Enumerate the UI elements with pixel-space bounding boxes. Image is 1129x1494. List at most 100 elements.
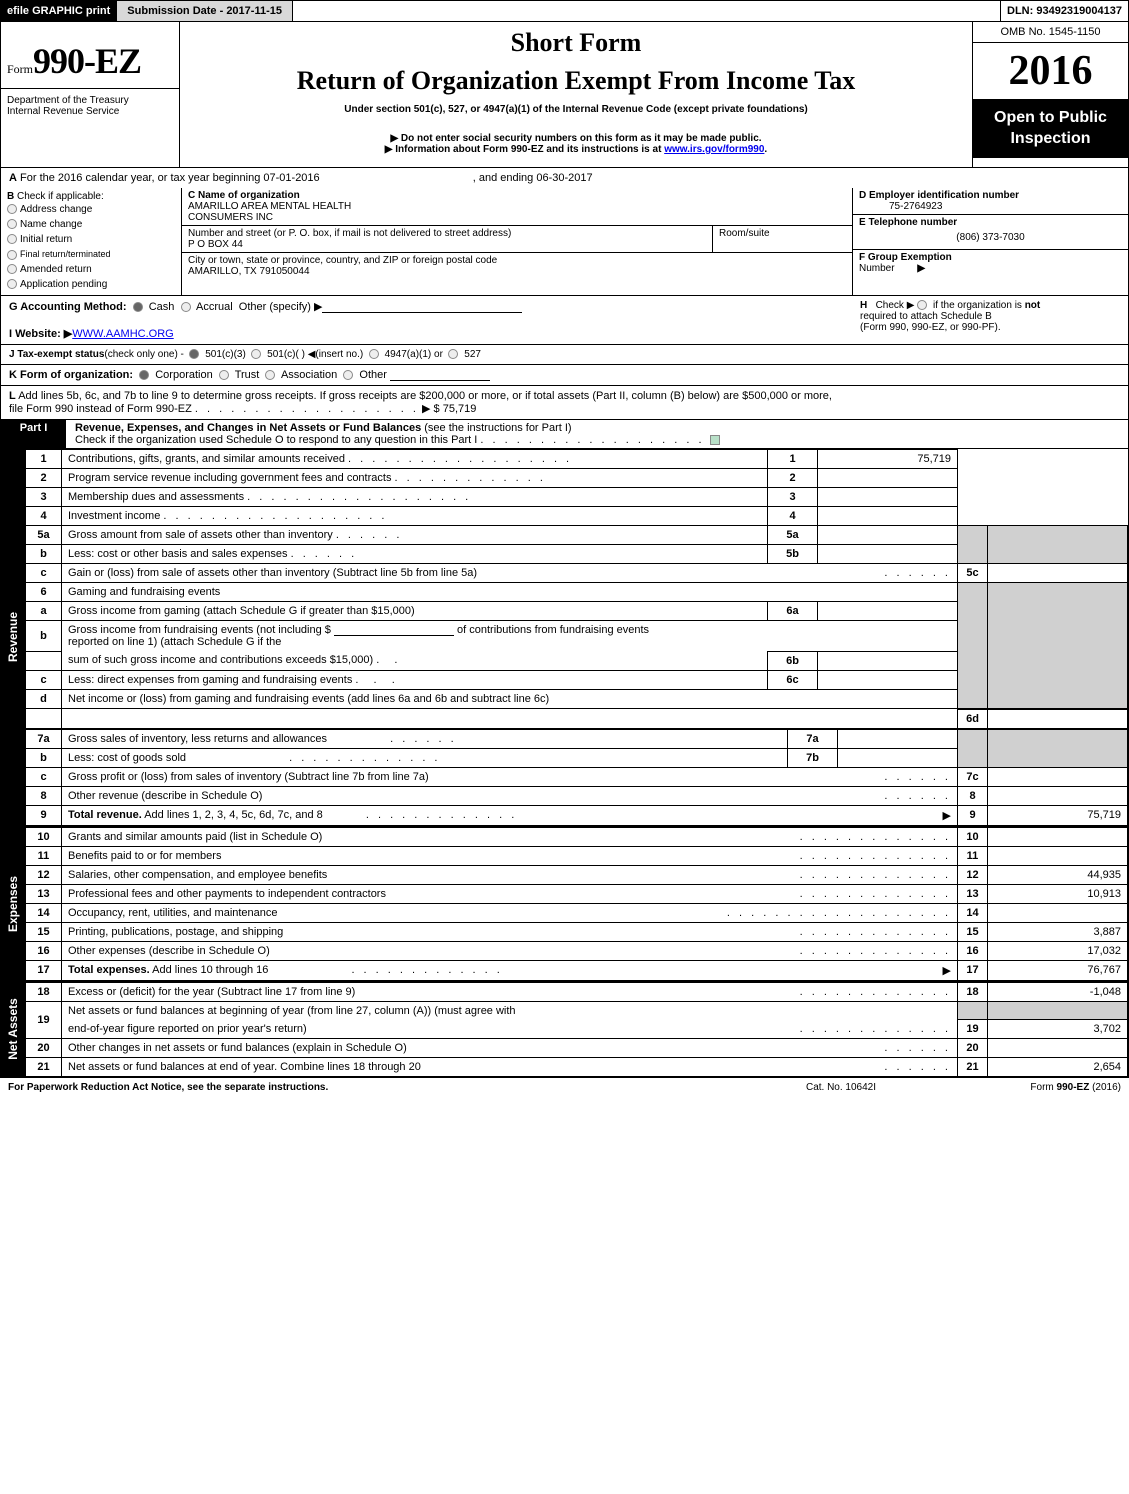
- e-label: E Telephone number: [859, 217, 957, 228]
- revenue-table-2: 6d: [25, 709, 1128, 729]
- row-6: 6Gaming and fundraising events: [26, 582, 1128, 601]
- radio-amended-return[interactable]: [7, 264, 17, 274]
- omb-number: OMB No. 1545-1150: [973, 22, 1128, 43]
- org-name-1: AMARILLO AREA MENTAL HEALTH: [188, 201, 351, 212]
- l-dots: . . . . . . . . . . . . . . . . . . .: [195, 403, 419, 415]
- section-c: C Name of organization AMARILLO AREA MEN…: [181, 188, 852, 295]
- addr-val: P O BOX 44: [188, 239, 243, 250]
- opt-app-pending: Application pending: [20, 279, 107, 290]
- radio-assoc[interactable]: [265, 370, 275, 380]
- radio-501c[interactable]: [251, 349, 261, 359]
- j-o4: 527: [464, 349, 481, 360]
- expenses-side-text: Expenses: [6, 876, 20, 932]
- f-label: F Group Exemption: [859, 252, 952, 263]
- phone-val: (806) 373-7030: [859, 228, 1122, 247]
- radio-cash[interactable]: [133, 302, 143, 312]
- radio-527[interactable]: [448, 349, 458, 359]
- opt-amended-return: Amended return: [20, 264, 92, 275]
- ln1-ncol: 1: [768, 449, 818, 468]
- line-a-ending: , and ending 06-30-2017: [473, 172, 593, 184]
- radio-final-return[interactable]: [7, 250, 17, 260]
- revenue-table-3: 7aGross sales of inventory, less returns…: [25, 729, 1128, 826]
- ln1-val: 75,719: [818, 449, 958, 468]
- row-11: 11Benefits paid to or for members . . . …: [26, 846, 1128, 865]
- row-3: 3Membership dues and assessments . . . .…: [26, 487, 1128, 506]
- row-19a: 19Net assets or fund balances at beginni…: [26, 1001, 1128, 1020]
- section-b: B Check if applicable: Address change Na…: [1, 188, 181, 295]
- row-7c: cGross profit or (loss) from sales of in…: [26, 767, 1128, 786]
- radio-h-check[interactable]: [917, 300, 927, 310]
- radio-trust[interactable]: [219, 370, 229, 380]
- revenue-side-label: Revenue: [1, 449, 25, 826]
- short-form-title: Short Form: [186, 28, 966, 58]
- expenses-table: 10Grants and similar amounts paid (list …: [25, 827, 1128, 981]
- dept-line-2: Internal Revenue Service: [7, 106, 173, 117]
- website-link[interactable]: WWW.AAMHC.ORG: [72, 328, 173, 340]
- footer-center: Cat. No. 10642I: [741, 1082, 941, 1093]
- line-a-text: For the 2016 calendar year, or tax year …: [20, 172, 320, 184]
- section-bcdef: B Check if applicable: Address change Na…: [0, 188, 1129, 296]
- row-13: 13Professional fees and other payments t…: [26, 884, 1128, 903]
- info-prefix: ▶ Information about Form 990-EZ and its …: [385, 144, 664, 155]
- j-sub: (check only one) -: [104, 349, 183, 360]
- footer-right-pre: Form: [1030, 1082, 1056, 1093]
- revenue-table: 1Contributions, gifts, grants, and simil…: [25, 449, 1128, 709]
- opt-name-change: Name change: [20, 219, 82, 230]
- radio-corp[interactable]: [139, 370, 149, 380]
- open-to-public: Open to Public Inspection: [973, 100, 1128, 158]
- j-o1: 501(c)(3): [205, 349, 246, 360]
- radio-other-org[interactable]: [343, 370, 353, 380]
- form-header: Form990-EZ Department of the Treasury In…: [0, 22, 1129, 167]
- i-label: I Website: ▶: [9, 328, 72, 340]
- radio-initial-return[interactable]: [7, 234, 17, 244]
- line-a-prefix: A: [9, 172, 17, 184]
- top-strip: efile GRAPHIC print Submission Date - 20…: [0, 0, 1129, 22]
- revenue-side-text: Revenue: [6, 612, 20, 662]
- k-corp: Corporation: [155, 369, 212, 381]
- h-text2: if the organization is: [933, 300, 1022, 311]
- irs-link[interactable]: www.irs.gov/form990: [664, 144, 764, 155]
- l-arrow: ▶: [422, 403, 430, 415]
- part-1-title: Revenue, Expenses, and Changes in Net As…: [67, 420, 1128, 448]
- row-19b: end-of-year figure reported on prior yea…: [26, 1020, 1128, 1039]
- open-line-2: Inspection: [977, 129, 1124, 150]
- radio-address-change[interactable]: [7, 204, 17, 214]
- part-1-dots: . . . . . . . . . . . . . . . . . . .: [480, 434, 704, 446]
- opt-initial-return: Initial return: [20, 234, 72, 245]
- row-21: 21Net assets or fund balances at end of …: [26, 1058, 1128, 1077]
- radio-app-pending[interactable]: [7, 279, 17, 289]
- opt-other: Other (specify) ▶: [239, 301, 323, 313]
- efile-label: efile GRAPHIC print: [1, 1, 116, 21]
- row-20: 20Other changes in net assets or fund ba…: [26, 1039, 1128, 1058]
- line-k: K Form of organization: Corporation Trus…: [0, 364, 1129, 385]
- schedule-o-checkbox[interactable]: [710, 435, 720, 445]
- footer-right-post: (2016): [1089, 1082, 1121, 1093]
- row-17: 17Total expenses. Add lines 10 through 1…: [26, 960, 1128, 980]
- radio-accrual[interactable]: [181, 302, 191, 312]
- h-label: H: [860, 300, 867, 311]
- h-not: not: [1025, 300, 1041, 311]
- radio-501c3[interactable]: [189, 349, 199, 359]
- d-label: D Employer identification number: [859, 190, 1019, 201]
- return-title: Return of Organization Exempt From Incom…: [186, 66, 966, 96]
- netassets-side-label: Net Assets: [1, 982, 25, 1078]
- radio-4947[interactable]: [369, 349, 379, 359]
- other-specify-line[interactable]: [322, 301, 522, 313]
- row-18: 18Excess or (deficit) for the year (Subt…: [26, 982, 1128, 1001]
- info-line: ▶ Information about Form 990-EZ and its …: [186, 144, 966, 155]
- part-1-header: Part I Revenue, Expenses, and Changes in…: [0, 420, 1129, 448]
- l-amount: $ 75,719: [434, 403, 477, 415]
- opt-cash: Cash: [149, 301, 175, 313]
- form-label: Form: [7, 62, 33, 76]
- row-12: 12Salaries, other compensation, and empl…: [26, 865, 1128, 884]
- department: Department of the Treasury Internal Reve…: [1, 88, 179, 123]
- section-g: G Accounting Method: Cash Accrual Other …: [1, 296, 852, 344]
- footer-right: Form 990-EZ (2016): [941, 1082, 1121, 1093]
- row-2: 2Program service revenue including gover…: [26, 468, 1128, 487]
- k-other-line[interactable]: [390, 369, 490, 381]
- row-5a: 5aGross amount from sale of assets other…: [26, 525, 1128, 544]
- tax-year: 2016: [973, 43, 1128, 100]
- part-1-paren: (see the instructions for Part I): [424, 422, 571, 434]
- radio-name-change[interactable]: [7, 219, 17, 229]
- dln: DLN: 93492319004137: [1000, 1, 1128, 21]
